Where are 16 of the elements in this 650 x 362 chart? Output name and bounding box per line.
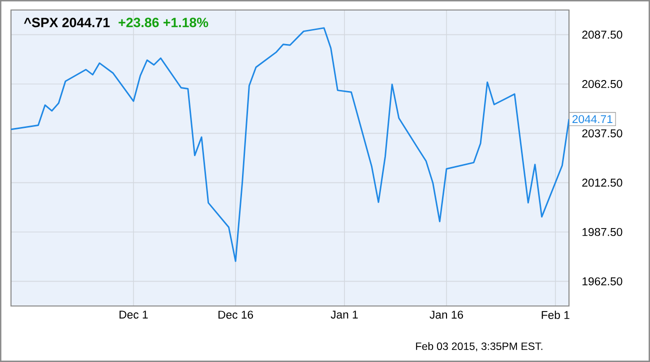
y-tick-label: 2037.50 bbox=[582, 129, 622, 138]
line-series bbox=[10, 27, 570, 262]
chart-subtitle: +23.86 +1.18% bbox=[118, 18, 208, 28]
y-tick-label: 2012.50 bbox=[582, 178, 622, 187]
annotation: 2044.71 bbox=[572, 115, 612, 124]
y-tick-label: 1987.50 bbox=[582, 228, 622, 236]
x-tick-label: Jan 16 bbox=[430, 310, 464, 319]
chart-title: ^SPX 2044.71 bbox=[24, 18, 110, 28]
x-tick-label: Jan 1 bbox=[330, 310, 358, 319]
y-tick-label: 2062.50 bbox=[582, 80, 622, 88]
text: Feb 03 2015, 3:35PM EST. bbox=[416, 342, 542, 352]
x-tick-label: Dec 16 bbox=[218, 310, 254, 319]
y-tick-label: 1962.50 bbox=[582, 277, 622, 286]
y-tick-label: 2087.50 bbox=[582, 30, 622, 39]
x-tick-label: Feb 1 bbox=[542, 310, 570, 320]
x-tick-label: Dec 1 bbox=[120, 310, 148, 319]
